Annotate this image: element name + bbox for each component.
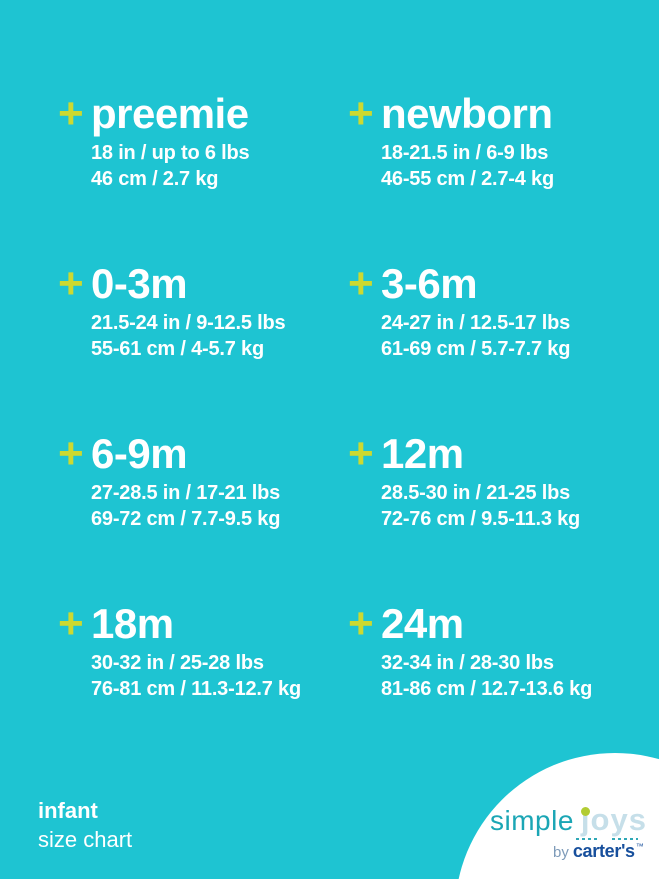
size-name: 0-3m bbox=[91, 260, 188, 307]
size-name: 18m bbox=[91, 600, 174, 647]
stitch-dashes-icon bbox=[576, 838, 600, 840]
logo-word-simple: simple bbox=[490, 805, 574, 836]
footer-category: infant bbox=[38, 798, 98, 823]
size-imperial: 18-21.5 in / 6-9 lbs bbox=[381, 142, 549, 164]
size-block-6-9m: + 6-9m 27-28.5 in / 17-21 lbs 69-72 cm /… bbox=[58, 432, 348, 602]
size-imperial: 21.5-24 in / 9-12.5 lbs bbox=[91, 312, 286, 334]
size-name: 3-6m bbox=[381, 260, 478, 307]
size-name: preemie bbox=[91, 90, 249, 137]
plus-icon: + bbox=[58, 259, 84, 308]
size-metric: 61-69 cm / 5.7-7.7 kg bbox=[381, 338, 571, 360]
trademark-symbol: ™ bbox=[635, 842, 644, 851]
size-name: 6-9m bbox=[91, 430, 188, 477]
size-imperial: 18 in / up to 6 lbs bbox=[91, 142, 250, 164]
plus-icon: + bbox=[348, 599, 374, 648]
size-metric: 81-86 cm / 12.7-13.6 kg bbox=[381, 678, 593, 700]
size-block-24m: + 24m 32-34 in / 28-30 lbs 81-86 cm / 12… bbox=[348, 602, 638, 772]
size-imperial: 32-34 in / 28-30 lbs bbox=[381, 652, 554, 674]
j-dot-icon bbox=[581, 807, 591, 816]
size-metric: 72-76 cm / 9.5-11.3 kg bbox=[381, 508, 581, 530]
size-block-3-6m: + 3-6m 24-27 in / 12.5-17 lbs 61-69 cm /… bbox=[348, 262, 638, 432]
footer-label: infant size chart bbox=[38, 796, 132, 854]
size-block-preemie: + preemie 18 in / up to 6 lbs 46 cm / 2.… bbox=[58, 92, 348, 262]
size-name: 24m bbox=[381, 600, 464, 647]
size-metric: 69-72 cm / 7.7-9.5 kg bbox=[91, 508, 281, 530]
brand-logo: simple joys bbox=[490, 802, 647, 838]
size-block-0-3m: + 0-3m 21.5-24 in / 9-12.5 lbs 55-61 cm … bbox=[58, 262, 348, 432]
plus-icon: + bbox=[348, 429, 374, 478]
size-block-18m: + 18m 30-32 in / 25-28 lbs 76-81 cm / 11… bbox=[58, 602, 348, 772]
size-imperial: 30-32 in / 25-28 lbs bbox=[91, 652, 264, 674]
logo-word-by: by bbox=[553, 844, 569, 861]
size-block-newborn: + newborn 18-21.5 in / 6-9 lbs 46-55 cm … bbox=[348, 92, 638, 262]
size-imperial: 24-27 in / 12.5-17 lbs bbox=[381, 312, 571, 334]
size-name: 12m bbox=[381, 430, 464, 477]
size-imperial: 27-28.5 in / 17-21 lbs bbox=[91, 482, 281, 504]
plus-icon: + bbox=[58, 89, 84, 138]
size-block-12m: + 12m 28.5-30 in / 21-25 lbs 72-76 cm / … bbox=[348, 432, 638, 602]
size-metric: 55-61 cm / 4-5.7 kg bbox=[91, 338, 264, 360]
logo-word-joys: joys bbox=[580, 802, 647, 837]
plus-icon: + bbox=[348, 89, 374, 138]
size-metric: 46 cm / 2.7 kg bbox=[91, 168, 219, 190]
size-metric: 76-81 cm / 11.3-12.7 kg bbox=[91, 678, 301, 700]
logo-word-carters: carter's bbox=[572, 841, 635, 861]
plus-icon: + bbox=[58, 599, 84, 648]
size-name: newborn bbox=[381, 90, 553, 137]
plus-icon: + bbox=[348, 259, 374, 308]
size-grid: + preemie 18 in / up to 6 lbs 46 cm / 2.… bbox=[58, 92, 638, 772]
logo-byline: by carter's ™ bbox=[553, 841, 644, 862]
footer-subtitle: size chart bbox=[38, 827, 133, 852]
stitch-dashes-icon bbox=[612, 838, 638, 840]
plus-icon: + bbox=[58, 429, 84, 478]
size-metric: 46-55 cm / 2.7-4 kg bbox=[381, 168, 554, 190]
size-imperial: 28.5-30 in / 21-25 lbs bbox=[381, 482, 571, 504]
